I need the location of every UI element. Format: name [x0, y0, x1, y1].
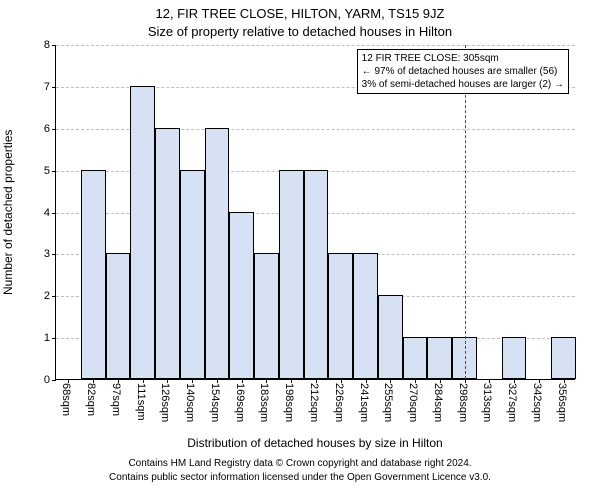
histogram-bar: [81, 170, 106, 379]
y-tick-mark: [52, 45, 56, 46]
histogram-bar: [353, 253, 378, 379]
chart-subtitle: Size of property relative to detached ho…: [0, 24, 600, 39]
y-tick-label: 0: [44, 374, 50, 386]
y-tick-label: 6: [44, 123, 50, 135]
annotation-line: 12 FIR TREE CLOSE: 305sqm: [362, 52, 564, 65]
x-axis-title: Distribution of detached houses by size …: [55, 436, 575, 450]
x-tick-label: 270sqm: [407, 383, 419, 422]
y-tick-label: 4: [44, 207, 50, 219]
x-tick-label: 97sqm: [110, 383, 122, 416]
footer-line-2: Contains public sector information licen…: [0, 472, 600, 483]
histogram-bar: [502, 337, 527, 379]
footer-line-1: Contains HM Land Registry data © Crown c…: [0, 458, 600, 469]
annotation-line: ← 97% of detached houses are smaller (56…: [362, 65, 564, 78]
histogram-bar: [229, 212, 254, 380]
x-tick-label: 241sqm: [358, 383, 370, 422]
x-tick-label: 284sqm: [432, 383, 444, 422]
y-tick-mark: [52, 171, 56, 172]
x-tick-label: 342sqm: [531, 383, 543, 422]
x-tick-label: 198sqm: [283, 383, 295, 422]
annotation-line: 3% of semi-detached houses are larger (2…: [362, 78, 564, 91]
gridline: [56, 45, 575, 46]
histogram-bar: [279, 170, 304, 379]
x-tick-label: 298sqm: [457, 383, 469, 422]
y-tick-label: 3: [44, 248, 50, 260]
x-tick-label: 68sqm: [60, 383, 72, 416]
histogram-bar: [205, 128, 230, 379]
histogram-bar: [403, 337, 428, 379]
x-tick-label: 169sqm: [234, 383, 246, 422]
x-tick-label: 313sqm: [481, 383, 493, 422]
plot-area: 01234567868sqm82sqm97sqm111sqm126sqm140s…: [55, 45, 575, 380]
x-tick-label: 126sqm: [159, 383, 171, 422]
chart-container: 12, FIR TREE CLOSE, HILTON, YARM, TS15 9…: [0, 0, 600, 500]
y-tick-label: 8: [44, 39, 50, 51]
y-tick-mark: [52, 338, 56, 339]
histogram-bar: [155, 128, 180, 379]
histogram-bar: [427, 337, 452, 379]
x-tick-label: 356sqm: [556, 383, 568, 422]
histogram-bar: [106, 253, 131, 379]
x-tick-label: 140sqm: [184, 383, 196, 422]
histogram-bar: [304, 170, 329, 379]
annotation-box: 12 FIR TREE CLOSE: 305sqm← 97% of detach…: [357, 49, 569, 94]
x-tick-label: 183sqm: [258, 383, 270, 422]
y-axis-title: Number of detached properties: [1, 130, 15, 295]
y-tick-label: 7: [44, 81, 50, 93]
x-tick-label: 82sqm: [85, 383, 97, 416]
y-tick-mark: [52, 296, 56, 297]
y-tick-mark: [52, 380, 56, 381]
x-tick-label: 154sqm: [209, 383, 221, 422]
chart-title: 12, FIR TREE CLOSE, HILTON, YARM, TS15 9…: [0, 6, 600, 21]
x-tick-label: 212sqm: [308, 383, 320, 422]
y-tick-mark: [52, 254, 56, 255]
y-tick-label: 2: [44, 290, 50, 302]
histogram-bar: [180, 170, 205, 379]
histogram-bar: [254, 253, 279, 379]
x-tick-label: 255sqm: [382, 383, 394, 422]
x-tick-label: 327sqm: [506, 383, 518, 422]
y-tick-label: 1: [44, 332, 50, 344]
y-tick-label: 5: [44, 165, 50, 177]
y-tick-mark: [52, 213, 56, 214]
y-tick-mark: [52, 87, 56, 88]
histogram-bar: [130, 86, 155, 379]
y-tick-mark: [52, 129, 56, 130]
histogram-bar: [378, 295, 403, 379]
histogram-bar: [328, 253, 353, 379]
property-marker-line: [465, 45, 466, 379]
x-tick-label: 226sqm: [333, 383, 345, 422]
histogram-bar: [551, 337, 576, 379]
x-tick-label: 111sqm: [135, 383, 147, 421]
